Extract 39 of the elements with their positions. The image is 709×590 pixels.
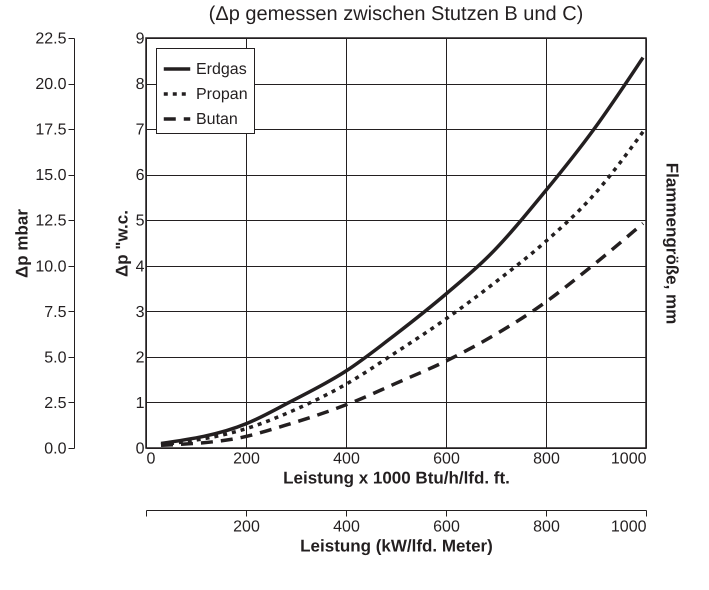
x2-tick-label: 800 — [533, 518, 560, 536]
y2-tick-label: 12.5 — [35, 212, 67, 230]
x-tick-label: 600 — [433, 450, 460, 468]
legend-label: Butan — [196, 111, 238, 128]
x2-tick-label: 1000 — [610, 518, 647, 536]
x2-tick-label: 400 — [333, 518, 360, 536]
y2-tick-label: 10.0 — [35, 258, 67, 276]
x-tick-label: 0 — [146, 450, 156, 468]
y2-tick-label: 2.5 — [44, 394, 67, 412]
x-tick-label: 200 — [233, 450, 260, 468]
x2-tick-label: 600 — [433, 518, 460, 536]
x-tick-label: 1000 — [610, 450, 647, 468]
y2-tick-label: 15.0 — [35, 167, 67, 184]
x-tick-label: 400 — [333, 450, 360, 468]
y-tick-label: 1 — [136, 394, 145, 412]
y2-tick-label: 17.5 — [35, 122, 67, 139]
legend-label: Propan — [196, 86, 248, 103]
y-tick-label: 2 — [136, 349, 145, 366]
y2-tick-label: 0.0 — [44, 440, 67, 458]
y2-axis-title: Δp mbar — [12, 208, 32, 278]
y-tick-label: 9 — [136, 30, 145, 48]
y-tick-label: 3 — [136, 304, 145, 321]
y-tick-label: 7 — [136, 122, 145, 139]
y-tick-label: 8 — [136, 76, 145, 94]
x2-tick-label: 200 — [233, 518, 260, 536]
legend-label: Erdgas — [196, 61, 247, 78]
y2-tick-label: 20.0 — [35, 76, 67, 94]
y-tick-label: 6 — [136, 167, 145, 184]
y2-tick-label: 5.0 — [44, 349, 67, 366]
x-tick-label: 800 — [533, 450, 560, 468]
y-axis-title: Δp "w.c. — [112, 210, 132, 277]
y2-tick-label: 22.5 — [35, 30, 67, 48]
x-axis-title: Leistung x 1000 Btu/h/lfd. ft. — [283, 468, 510, 488]
chart-title: (Δp gemessen zwischen Stutzen B und C) — [208, 3, 584, 25]
y-tick-label: 4 — [136, 258, 145, 276]
y-tick-label: 5 — [136, 212, 145, 230]
y2-tick-label: 7.5 — [44, 304, 67, 321]
x2-axis-title: Leistung (kW/lfd. Meter) — [300, 536, 493, 556]
y3-axis-title: Flammengröße, mm — [662, 162, 682, 324]
